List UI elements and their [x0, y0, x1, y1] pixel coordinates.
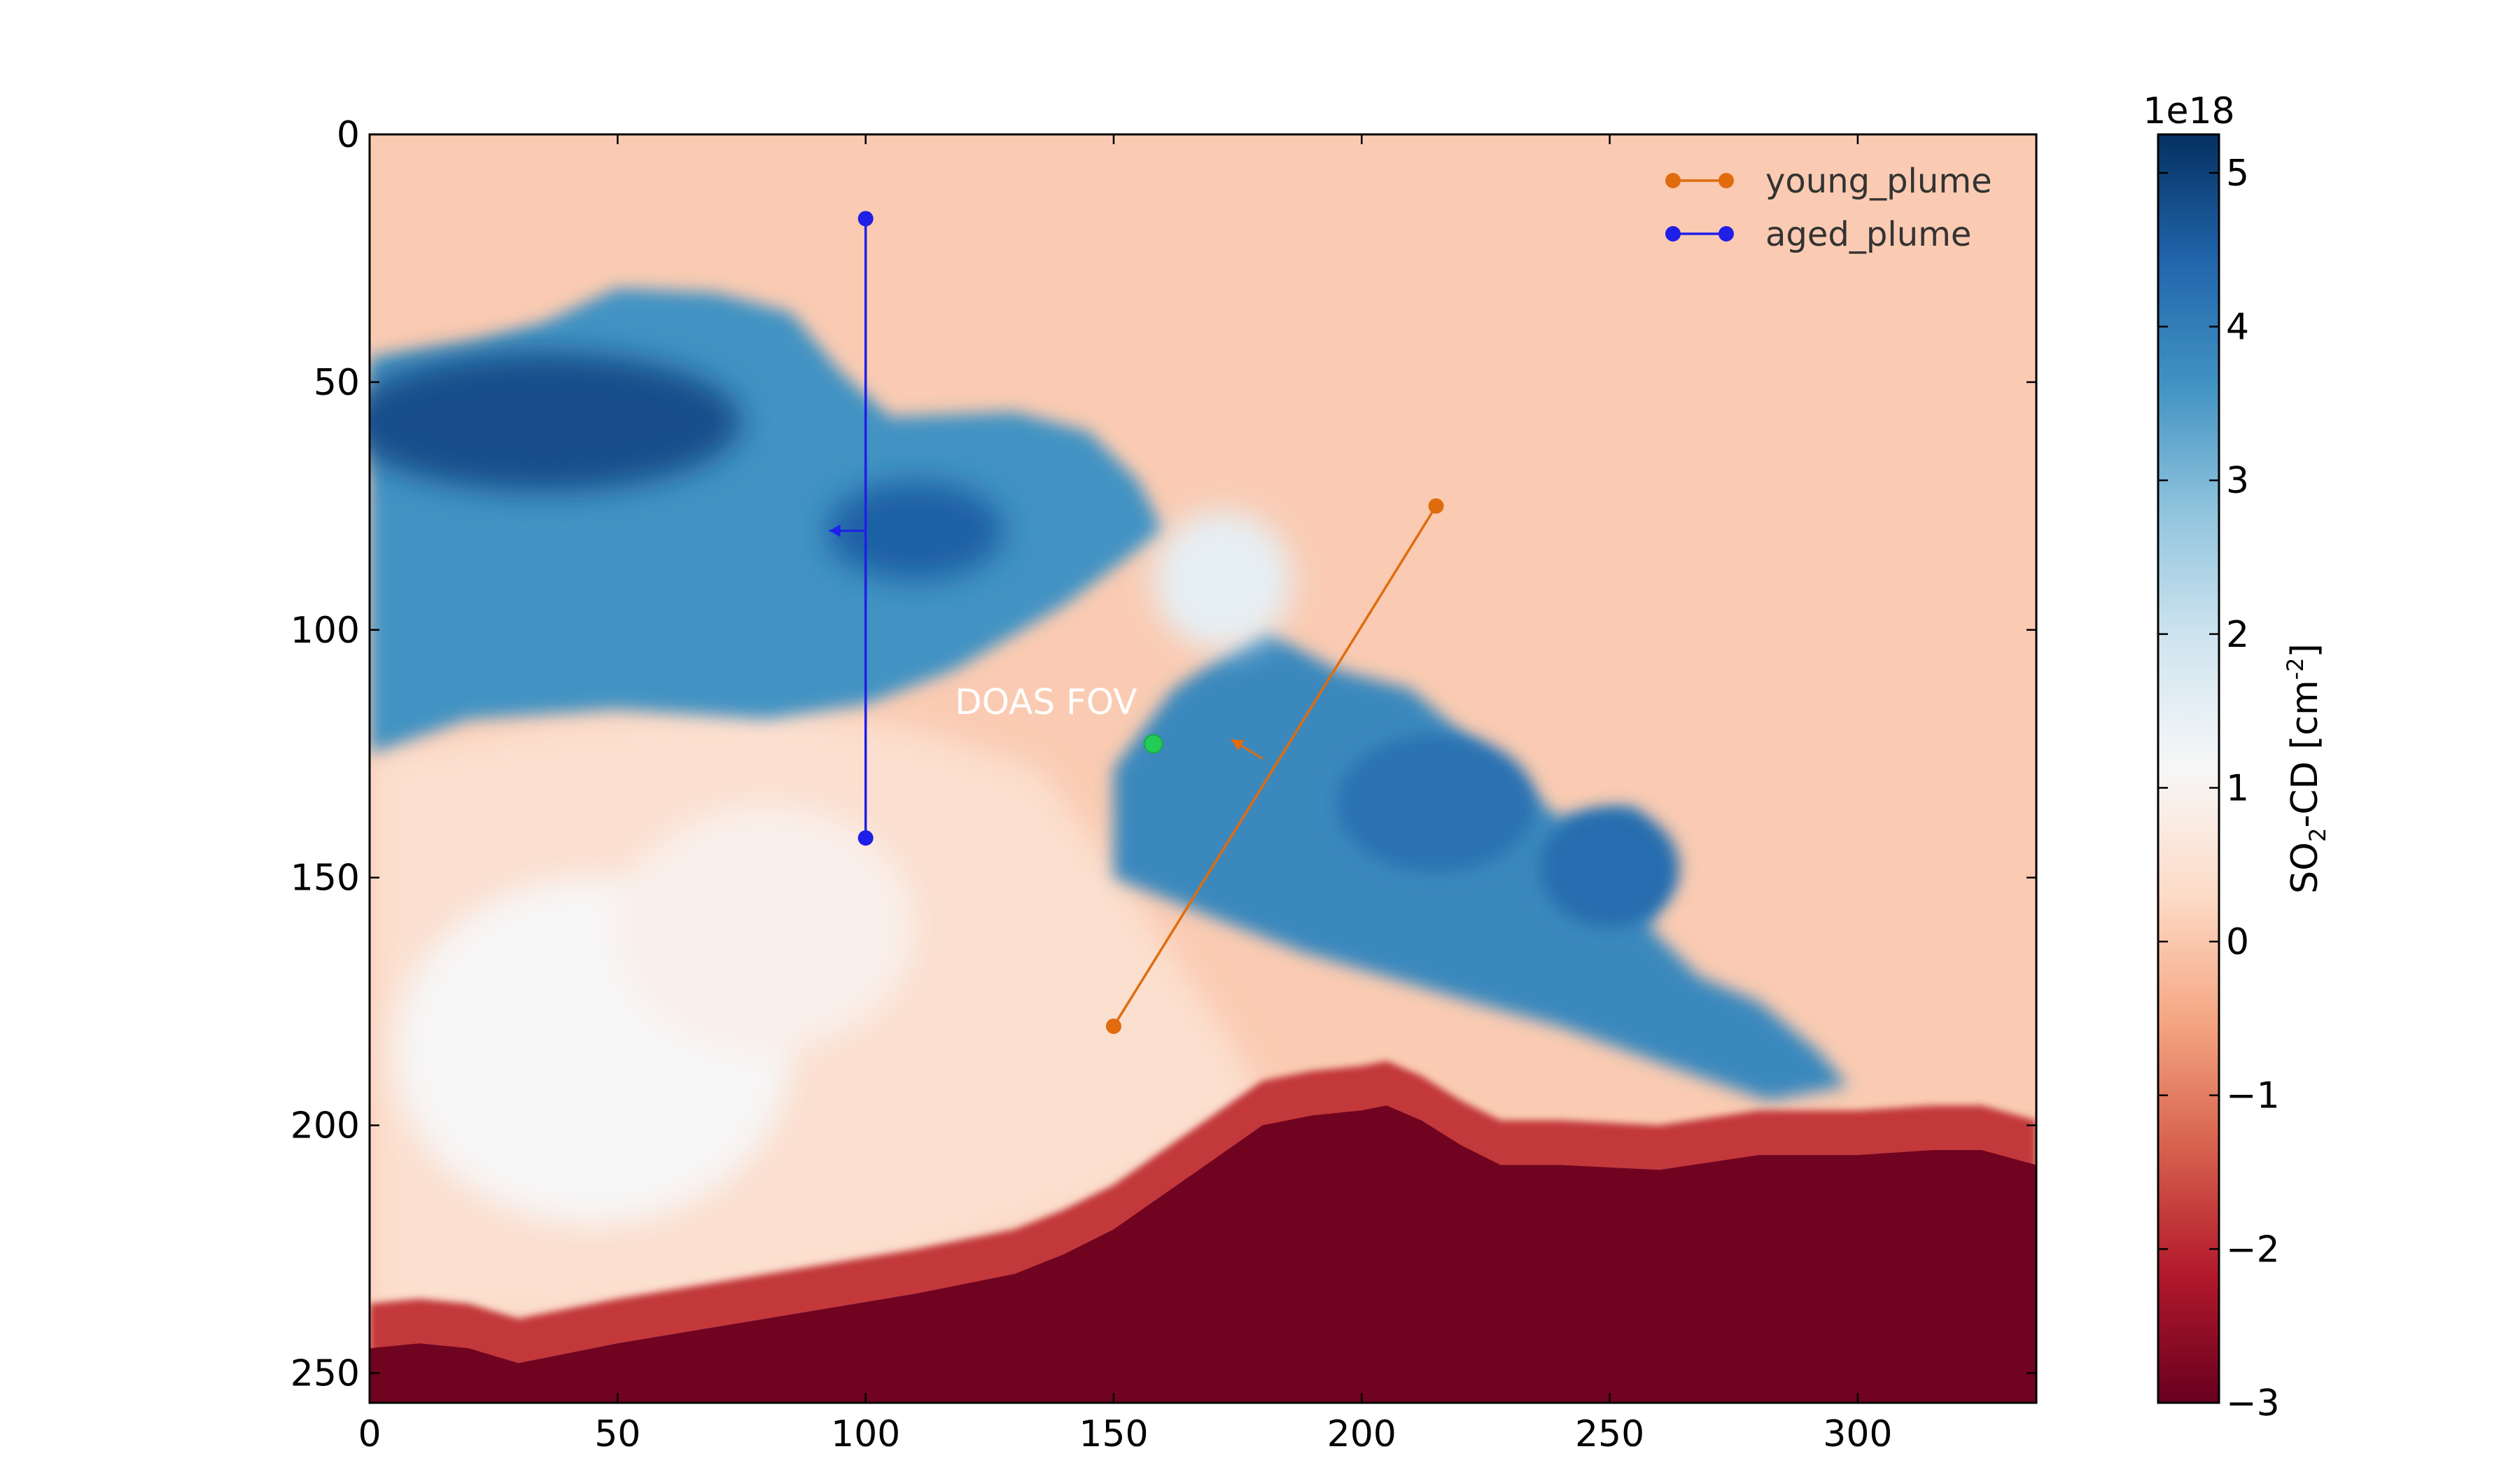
colorbar-gradient [2157, 133, 2220, 1404]
young-plume-wisp [1153, 510, 1293, 650]
plot-frame [368, 133, 2038, 1404]
y-tick-label: 150 [290, 858, 360, 899]
young_plume-arrow-head [1231, 739, 1245, 751]
so2-image [370, 134, 2036, 1403]
aged_plume-marker [858, 211, 874, 227]
legend-label-young_plume: young_plume [1765, 162, 1992, 201]
young_plume-line [1112, 505, 1438, 1027]
colorbar-tick-label: 2 [2226, 614, 2249, 656]
legend: young_plume aged_plume [1665, 162, 1992, 254]
legend-label-aged_plume: aged_plume [1765, 215, 1971, 254]
x-tick-label: 50 [594, 1413, 640, 1455]
colorbar-tick-label: 3 [2226, 460, 2249, 502]
y-tick-label: 50 [314, 362, 360, 404]
x-tick-label: 300 [1823, 1413, 1892, 1455]
y-tick-label: 200 [290, 1105, 360, 1147]
colorbar-tick-label: −3 [2226, 1382, 2280, 1424]
aged-plume-core [825, 481, 1005, 581]
colorbar-scale-label: 1e18 [2143, 90, 2234, 132]
aged-plume-core [370, 352, 742, 491]
doas-fov-marker [1143, 734, 1163, 754]
young-plume-puff [1336, 734, 1536, 873]
legend-marker-young_plume [1718, 173, 1734, 188]
colorbar: −3 −2 −1 0 1 2 3 4 5 1e18 SO2-CD [cm-2] [2143, 90, 2331, 1424]
colorbar-tick-label: −2 [2226, 1228, 2280, 1270]
y-axis: 0 50 100 150 200 250 [290, 114, 2036, 1395]
young_plume-marker [1105, 1018, 1121, 1035]
colorbar-label: SO2-CD [cm-2] [2282, 643, 2331, 894]
x-tick-label: 100 [831, 1413, 900, 1455]
young-plume-puff [1540, 808, 1679, 927]
x-tick-label: 150 [1079, 1413, 1148, 1455]
colorbar-tick-label: 4 [2226, 307, 2249, 349]
colorbar-tick-label: 1 [2226, 767, 2249, 809]
young_plume-marker [1428, 498, 1444, 514]
colorbar-tick-label: 0 [2226, 921, 2249, 963]
legend-marker-young_plume [1665, 173, 1681, 188]
x-tick-label: 200 [1327, 1413, 1396, 1455]
x-tick-label: 0 [358, 1413, 381, 1455]
aged_plume-marker [858, 830, 874, 846]
y-tick-label: 100 [290, 610, 360, 652]
diffuse-gas-patch [617, 803, 916, 1051]
plume-lines [829, 211, 1444, 1035]
aged_plume-arrow-head [829, 524, 841, 538]
legend-marker-aged_plume [1665, 226, 1681, 241]
colorbar-tick-label: 5 [2226, 153, 2249, 195]
y-tick-label: 0 [337, 114, 360, 156]
annotations: DOAS FOV [955, 682, 1163, 754]
colorbar-tick-label: −1 [2226, 1075, 2280, 1117]
y-tick-label: 250 [290, 1353, 360, 1395]
doas-fov-label: DOAS FOV [955, 682, 1137, 722]
legend-marker-aged_plume [1718, 226, 1734, 241]
x-axis: 0 50 100 150 200 250 300 [358, 134, 1893, 1455]
x-tick-label: 250 [1575, 1413, 1644, 1455]
terrain [370, 1105, 2036, 1403]
